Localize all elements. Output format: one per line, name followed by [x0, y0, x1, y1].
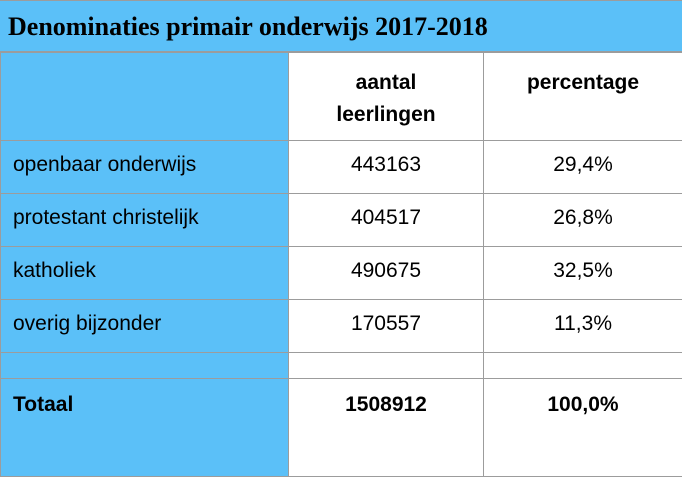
row-label: katholiek [1, 247, 289, 300]
table-title: Denominaties primair onderwijs 2017-2018 [0, 0, 682, 52]
row-label: openbaar onderwijs [1, 141, 289, 194]
table-row: overig bijzonder 170557 11,3% [1, 300, 682, 353]
row-count: 490675 [289, 247, 484, 300]
spacer-cell [1, 353, 289, 379]
row-count: 404517 [289, 194, 484, 247]
header-row: aantal leerlingen percentage [1, 53, 682, 141]
row-count: 443163 [289, 141, 484, 194]
row-label: overig bijzonder [1, 300, 289, 353]
row-percentage: 29,4% [484, 141, 682, 194]
table-row: openbaar onderwijs 443163 29,4% [1, 141, 682, 194]
row-percentage: 32,5% [484, 247, 682, 300]
row-percentage: 26,8% [484, 194, 682, 247]
table-row: protestant christelijk 404517 26,8% [1, 194, 682, 247]
column-header-percentage: percentage [484, 53, 682, 141]
total-label: Totaal [1, 379, 289, 477]
total-count: 1508912 [289, 379, 484, 477]
row-label: protestant christelijk [1, 194, 289, 247]
document: Denominaties primair onderwijs 2017-2018… [0, 0, 682, 466]
header-empty-cell [1, 53, 289, 141]
column-header-count: aantal leerlingen [289, 53, 484, 141]
spacer-row [1, 353, 682, 379]
total-row: Totaal 1508912 100,0% [1, 379, 682, 477]
row-percentage: 11,3% [484, 300, 682, 353]
total-percentage: 100,0% [484, 379, 682, 477]
table-row: katholiek 490675 32,5% [1, 247, 682, 300]
row-count: 170557 [289, 300, 484, 353]
denominations-table: aantal leerlingen percentage openbaar on… [0, 52, 682, 477]
spacer-cell [484, 353, 682, 379]
column-header-count-line1: aantal [289, 67, 483, 99]
spacer-cell [289, 353, 484, 379]
column-header-count-line2: leerlingen [289, 99, 483, 131]
